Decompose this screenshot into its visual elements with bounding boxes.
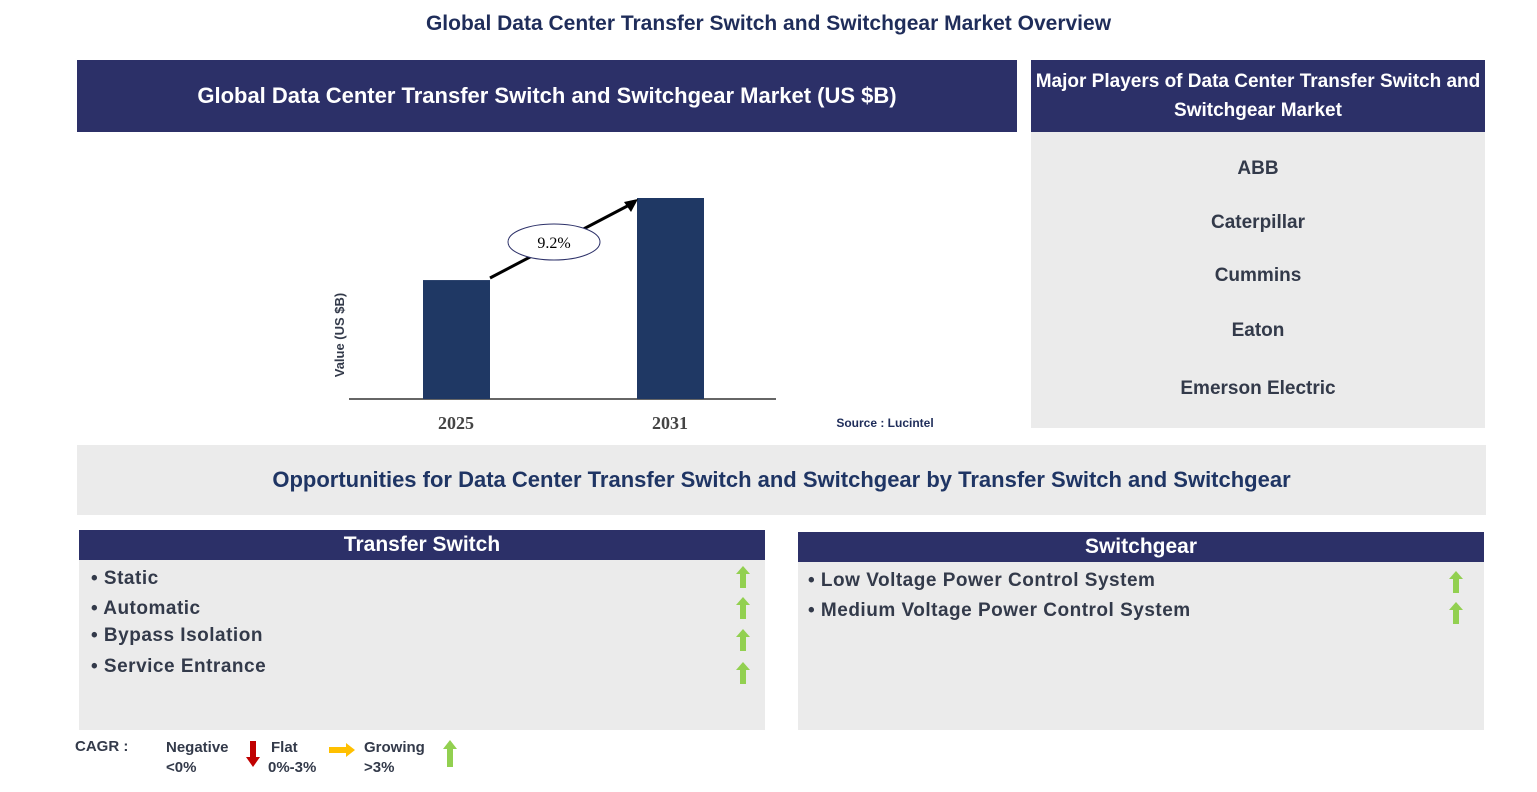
segment-item: • Static [91,568,159,589]
legend-negative-label: Negative [166,739,229,756]
growing-arrow-icon [736,566,750,588]
y-axis-label: Value (US $B) [332,293,347,378]
legend-negative-range: <0% [166,759,197,776]
cagr-arrowhead [624,199,638,212]
legend-flat-range: 0%-3% [268,759,317,776]
player-item: Cummins [1214,265,1302,286]
up-arrow-icon [443,740,457,767]
legend-growing-label: Growing [364,739,425,756]
x-tick-label: 2025 [438,413,474,433]
segment-item: • Low Voltage Power Control System [808,570,1156,591]
page-title: Global Data Center Transfer Switch and S… [425,12,1112,35]
panel-header: Switchgear [798,532,1484,562]
players-list: ABB Caterpillar Cummins Eaton Emerson El… [1031,132,1485,428]
segment-item: • Bypass Isolation [91,625,263,646]
player-item: Caterpillar [1211,212,1305,233]
legend-flat: Flat 0%-3% [268,738,316,778]
growing-arrow-icon [736,597,750,619]
source-label: Source : Lucintel [836,416,933,430]
segment-item: • Automatic [91,598,201,619]
segment-item: • Medium Voltage Power Control System [808,600,1191,621]
bar-2031 [637,198,704,399]
market-header: Global Data Center Transfer Switch and S… [77,60,1017,132]
segment-item: • Service Entrance [91,656,267,677]
players-header: Major Players of Data Center Transfer Sw… [1031,60,1485,132]
player-item: Emerson Electric [1180,378,1336,399]
legend-flat-label: Flat [271,739,298,756]
growing-arrow-icon [1449,602,1463,624]
cagr-bubble [507,223,601,261]
cagr-label: 9.2% [537,235,570,252]
right-arrow-icon [329,743,355,757]
switchgear-panel: Switchgear • Low Voltage Power Control S… [798,532,1484,730]
growing-arrow-icon [736,629,750,651]
legend-growing-range: >3% [364,759,395,776]
growing-arrow-icon [1449,571,1463,593]
player-item: Eaton [1231,320,1285,341]
opportunities-title: Opportunities for Data Center Transfer S… [77,445,1486,515]
legend-growing: Growing >3% [364,738,425,778]
player-item: ABB [1237,158,1279,179]
down-arrow-icon [246,741,260,767]
transfer-switch-panel: Transfer Switch • Static • Automatic • B… [79,530,765,730]
growing-arrow-icon [736,662,750,684]
panel-header: Transfer Switch [79,530,765,560]
market-chart: Value (US $B) 9.2% 2025 2031 Source : Lu… [332,198,934,433]
bar-2025 [423,280,490,399]
x-tick-label: 2031 [652,413,688,433]
legend-label: CAGR : [75,738,129,755]
legend-negative: Negative <0% [166,738,229,778]
